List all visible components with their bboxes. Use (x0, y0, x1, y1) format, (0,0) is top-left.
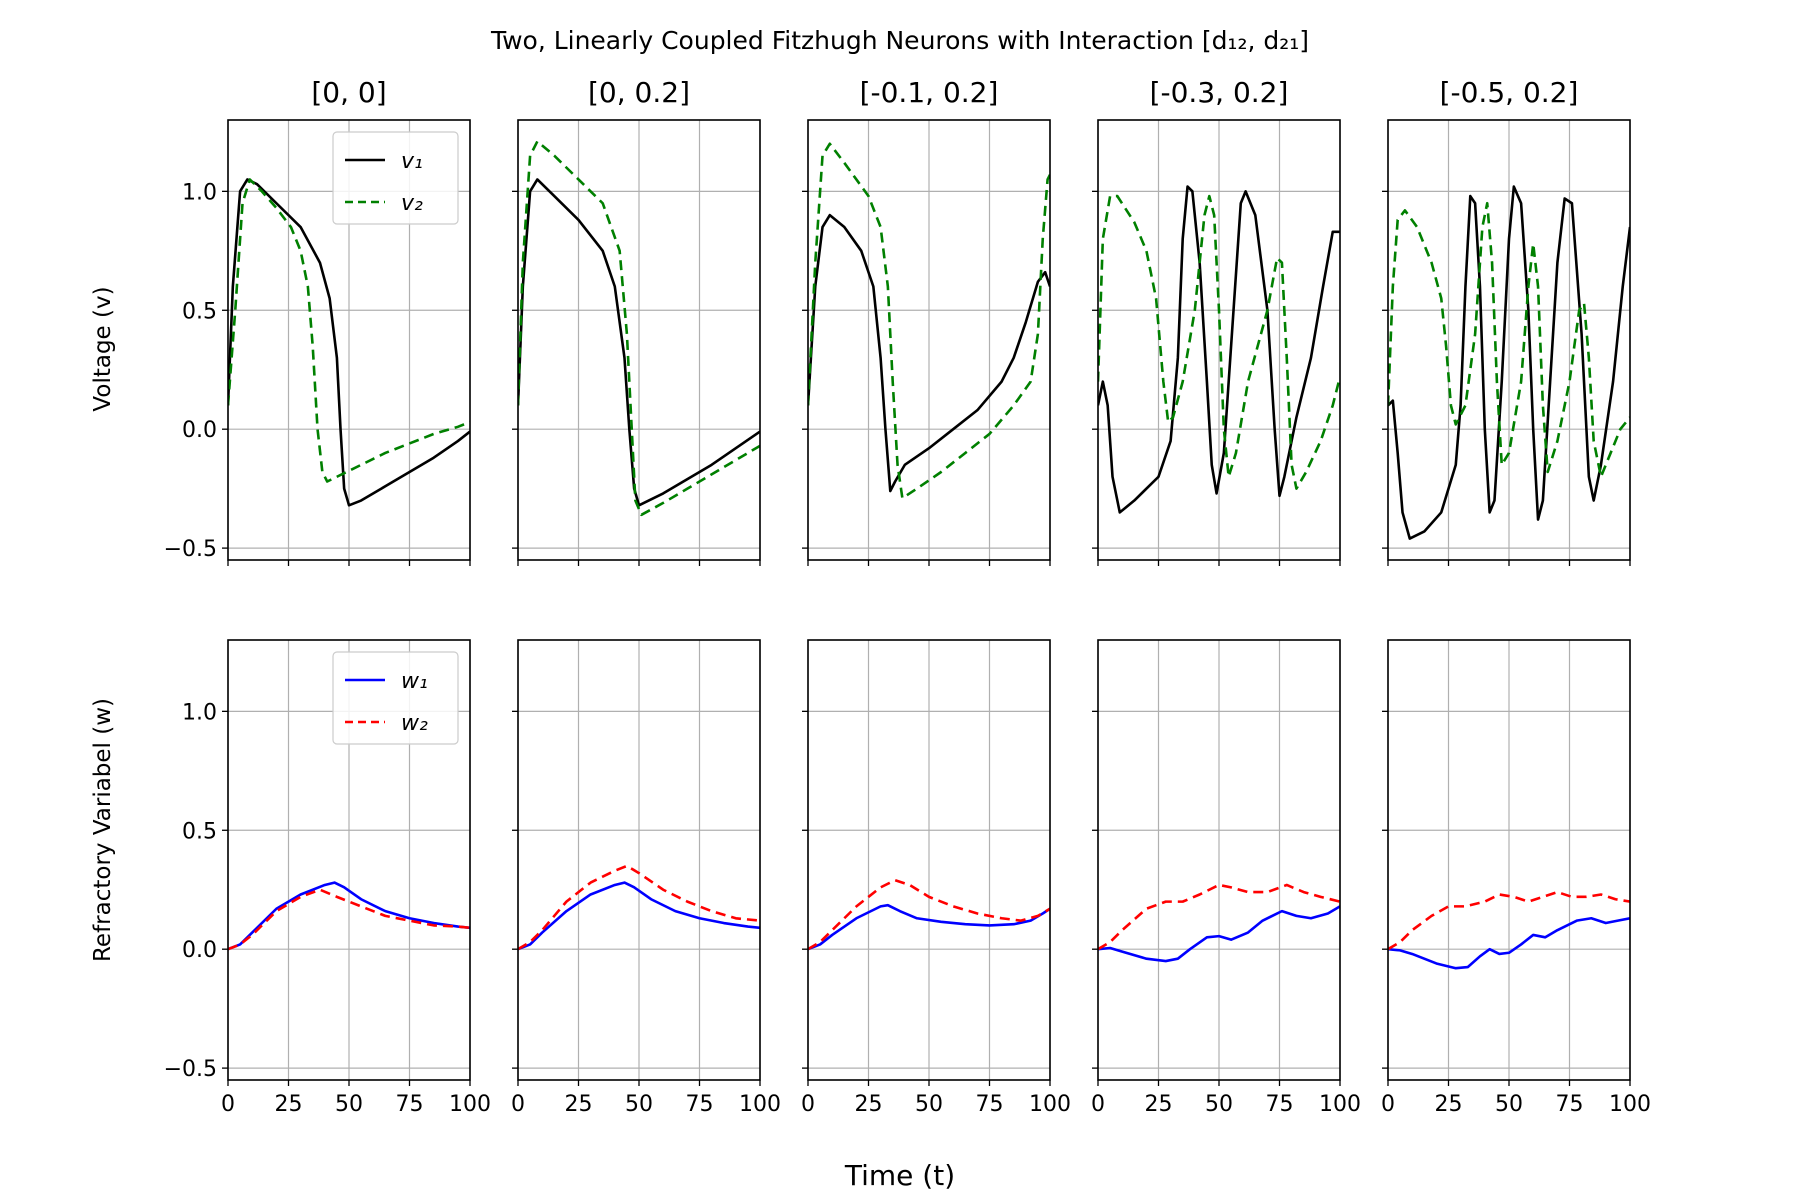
y-tick-label: −0.5 (164, 1057, 217, 1082)
x-tick-label: 25 (1145, 1092, 1173, 1117)
x-tick-label: 25 (1435, 1092, 1463, 1117)
panel-title: [-0.5, 0.2] (1440, 76, 1579, 109)
legend-label: v₁ (401, 149, 423, 174)
y-tick-label: 0.0 (182, 418, 217, 443)
panel-title: [-0.1, 0.2] (860, 76, 999, 109)
panel-refractory-5: 0 25 50 75 100 (1381, 639, 1651, 1117)
x-tick-label: 100 (1319, 1092, 1361, 1117)
panel-refractory-2: 0 25 50 75 100 (511, 639, 781, 1117)
panel-title: [-0.3, 0.2] (1150, 76, 1289, 109)
series-w2-line (1098, 883, 1340, 951)
series-v1-line (808, 213, 1050, 493)
y-tick-label: 1.0 (182, 180, 217, 205)
panel-voltage-4: [-0.3, 0.2] (1092, 76, 1341, 566)
x-tick-label: 75 (396, 1092, 424, 1117)
x-tick-label: 0 (221, 1092, 235, 1117)
series-v2-line (1098, 194, 1340, 490)
series-v1-line (518, 178, 760, 507)
y-tick-label: 1.0 (182, 700, 217, 725)
x-tick-label: 75 (976, 1092, 1004, 1117)
panel-voltage-3: [-0.1, 0.2] (802, 76, 1051, 566)
series-w1-line (808, 903, 1050, 951)
series-v2-line (1388, 201, 1630, 479)
x-tick-label: 50 (625, 1092, 653, 1117)
series-w1-line (1098, 905, 1340, 963)
x-tick-label: 25 (565, 1092, 593, 1117)
y-tick-label: 0.5 (182, 299, 217, 324)
panels: −0.5 0.0 0.5 1.0 [0, 0] v₁ v₂ −0.5 0.0 0.5 1.0 0 25 5… (164, 76, 1651, 1117)
x-tick-label: 100 (739, 1092, 781, 1117)
series-v1-line (1388, 185, 1630, 540)
y-tick-label: 0.5 (182, 819, 217, 844)
legend-box (332, 651, 459, 745)
x-tick-label: 75 (1266, 1092, 1294, 1117)
legend-voltage: v₁ v₂ (332, 131, 459, 225)
x-tick-label: 25 (855, 1092, 883, 1117)
x-tick-label: 0 (801, 1092, 815, 1117)
legend-box (332, 131, 459, 225)
series-w2-line (228, 888, 470, 951)
panel-voltage-2: [0, 0.2] (512, 76, 761, 566)
x-tick-label: 25 (275, 1092, 303, 1117)
series-w1-line (1388, 916, 1630, 970)
series-v1-line (1098, 185, 1340, 514)
y-axis-label-bottom: Refractory Variabel (w) (90, 698, 116, 962)
panel-title: [0, 0.2] (588, 76, 690, 109)
series-v1-line (228, 178, 470, 507)
x-axis-label: Time (t) (844, 1159, 955, 1192)
x-tick-label: 100 (1609, 1092, 1651, 1117)
series-w2-line (808, 878, 1050, 951)
x-tick-label: 75 (1556, 1092, 1584, 1117)
series-w1-line (518, 881, 760, 951)
series-v2-line (808, 142, 1050, 500)
panel-voltage-5: [-0.5, 0.2] (1382, 76, 1631, 566)
x-tick-label: 0 (511, 1092, 525, 1117)
panel-refractory-4: 0 25 50 75 100 (1091, 639, 1361, 1117)
x-tick-label: 50 (335, 1092, 363, 1117)
x-tick-label: 75 (686, 1092, 714, 1117)
x-tick-label: 0 (1091, 1092, 1105, 1117)
x-tick-label: 50 (1205, 1092, 1233, 1117)
legend-refractory: w₁ w₂ (332, 651, 459, 745)
panel-refractory-1: −0.5 0.0 0.5 1.0 0 25 50 75 100 w₁ w₂ (164, 639, 491, 1117)
y-tick-label: 0.0 (182, 938, 217, 963)
x-tick-label: 100 (449, 1092, 491, 1117)
x-tick-label: 100 (1029, 1092, 1071, 1117)
legend-label: w₂ (401, 711, 428, 736)
suptitle: Two, Linearly Coupled Fitzhugh Neurons w… (490, 26, 1309, 55)
series-v2-line (518, 140, 760, 517)
series-v2-line (228, 178, 470, 483)
panel-title: [0, 0] (311, 76, 386, 109)
legend-label: v₂ (401, 191, 423, 216)
y-axis-label-top: Voltage (v) (90, 286, 116, 411)
legend-label: w₁ (401, 669, 428, 694)
series-w1-line (228, 881, 470, 951)
x-tick-label: 0 (1381, 1092, 1395, 1117)
panel-refractory-3: 0 25 50 75 100 (801, 639, 1071, 1117)
x-tick-label: 50 (915, 1092, 943, 1117)
x-tick-label: 50 (1495, 1092, 1523, 1117)
panel-voltage-1: −0.5 0.0 0.5 1.0 [0, 0] v₁ v₂ (164, 76, 471, 566)
y-tick-label: −0.5 (164, 537, 217, 562)
